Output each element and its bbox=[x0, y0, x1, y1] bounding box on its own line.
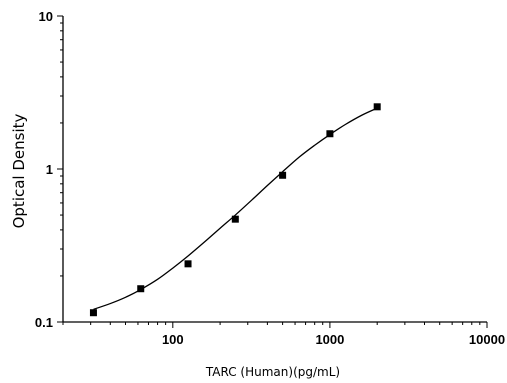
x-tick-label: 100 bbox=[162, 332, 184, 347]
fit-curve bbox=[93, 107, 378, 310]
ticks bbox=[57, 15, 488, 328]
y-tick-label: 10 bbox=[39, 9, 53, 24]
data-point bbox=[231, 215, 239, 223]
y-axis-title: Optical Density bbox=[10, 113, 28, 228]
axes bbox=[62, 16, 487, 323]
data-points bbox=[89, 103, 381, 317]
data-point bbox=[279, 171, 287, 179]
data-point bbox=[373, 103, 381, 111]
y-tick-label: 1 bbox=[46, 162, 53, 177]
data-point bbox=[137, 285, 145, 293]
x-tick-label: 10000 bbox=[469, 332, 505, 347]
data-point bbox=[326, 130, 334, 138]
data-point bbox=[184, 260, 192, 268]
x-tick-label: 1000 bbox=[315, 332, 344, 347]
tick-labels: 100 1000 10000 0.1 1 10 bbox=[35, 9, 505, 347]
x-axis-title: TARC (Human)(pg/mL) bbox=[205, 365, 340, 379]
y-tick-label: 0.1 bbox=[35, 315, 53, 330]
data-point bbox=[89, 309, 97, 317]
